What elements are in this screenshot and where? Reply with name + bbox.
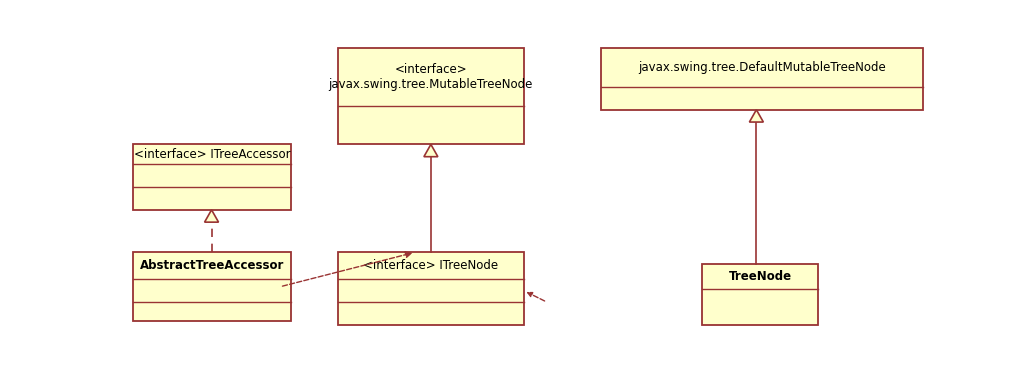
Text: <interface> ITreeAccessor: <interface> ITreeAccessor [134, 148, 290, 161]
Text: javax.swing.tree.DefaultMutableTreeNode: javax.swing.tree.DefaultMutableTreeNode [638, 61, 886, 74]
Bar [338, 48, 524, 144]
Bar [702, 264, 818, 325]
Polygon shape [205, 210, 218, 222]
Bar [338, 252, 524, 325]
Text: <interface> ITreeNode: <interface> ITreeNode [363, 259, 498, 272]
Bar [133, 252, 291, 321]
Text: TreeNode: TreeNode [729, 270, 791, 283]
Bar [601, 48, 923, 110]
Polygon shape [424, 144, 438, 157]
Bar [133, 144, 291, 210]
Text: AbstractTreeAccessor: AbstractTreeAccessor [140, 259, 284, 272]
Polygon shape [749, 110, 764, 122]
Text: <interface>
javax.swing.tree.MutableTreeNode: <interface> javax.swing.tree.MutableTree… [328, 63, 533, 91]
